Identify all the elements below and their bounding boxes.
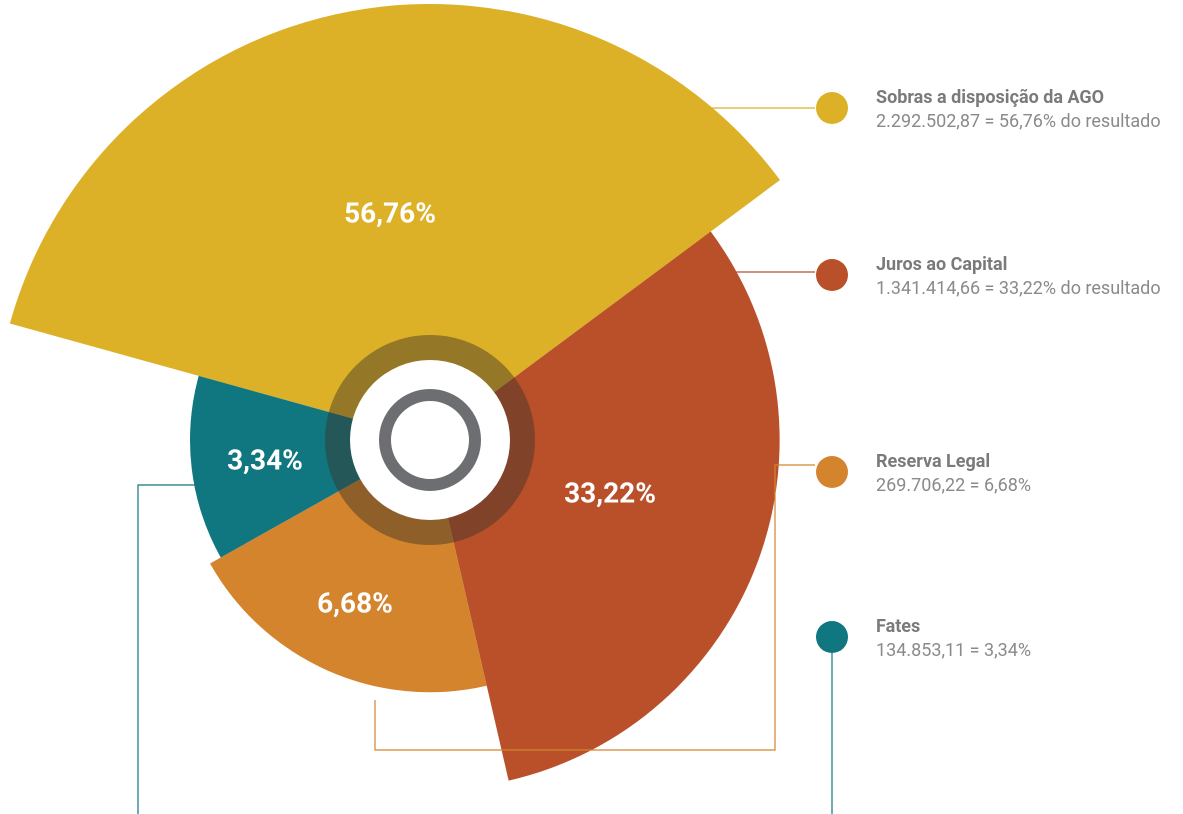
connector bbox=[374, 464, 815, 751]
legend-item: Juros ao Capital 1.341.414,66 = 33,22% do… bbox=[876, 253, 1176, 301]
connector bbox=[137, 484, 195, 814]
legend-description: 134.853,11 = 3,34% bbox=[876, 640, 1032, 661]
legend-name: Juros ao Capital bbox=[876, 254, 1008, 275]
center-hole bbox=[350, 360, 510, 520]
slice bbox=[430, 231, 780, 781]
legend-dot bbox=[816, 259, 848, 291]
legend-dot bbox=[816, 621, 848, 653]
legend-dot bbox=[816, 92, 848, 124]
slice-label: 6,68% bbox=[317, 586, 393, 619]
slice bbox=[9, 4, 781, 441]
legend-name: Reserva Legal bbox=[876, 451, 991, 472]
slice bbox=[190, 375, 430, 558]
legend-dot bbox=[816, 456, 848, 488]
slice-label: 56,76% bbox=[344, 196, 436, 229]
legend-name: Sobras a disposição da AGO bbox=[876, 87, 1105, 108]
slice-label: 3,34% bbox=[227, 443, 303, 476]
legend-item: Fates 134.853,11 = 3,34% bbox=[876, 615, 1176, 663]
legend-item: Sobras a disposição da AGO 2.292.502,87 =… bbox=[876, 86, 1176, 134]
center-icon bbox=[379, 389, 481, 491]
legend-item: Reserva Legal 269.706,22 = 6,68% bbox=[876, 450, 1176, 498]
legend-description: 2.292.502,87 = 56,76% do resultado bbox=[876, 111, 1161, 132]
legend-name: Fates bbox=[876, 616, 921, 637]
legend-description: 269.706,22 = 6,68% bbox=[876, 475, 1032, 496]
slice-label: 33,22% bbox=[564, 476, 656, 509]
legend-description: 1.341.414,66 = 33,22% do resultado bbox=[876, 278, 1161, 299]
